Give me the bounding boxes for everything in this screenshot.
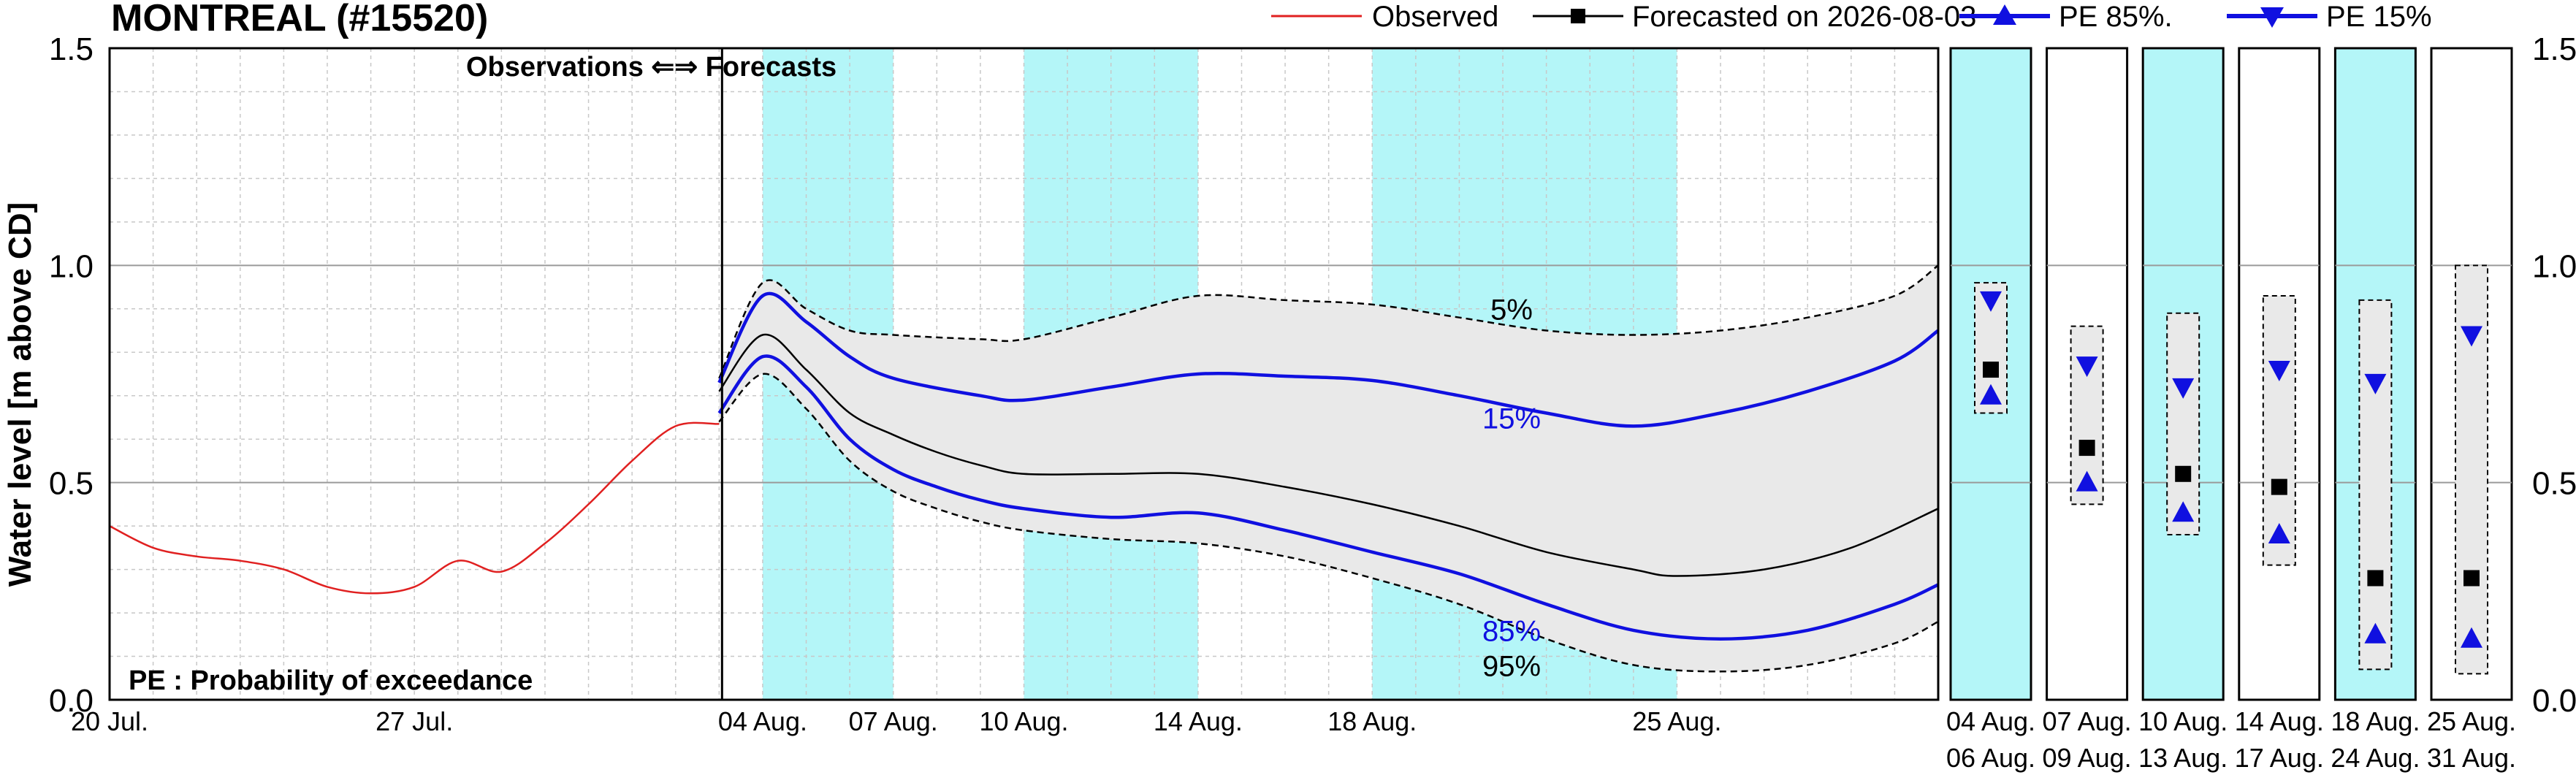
- legend-pe15-marker: [2260, 7, 2284, 28]
- chart-title: MONTREAL (#15520): [111, 0, 488, 39]
- weekly-panel-label-bottom: 17 Aug.: [2235, 743, 2324, 773]
- label-15pct: 15%: [1482, 402, 1541, 435]
- weekly-panel: [2141, 47, 2225, 701]
- weekly-pe85-marker: [2076, 470, 2098, 492]
- pe-note: PE : Probability of exceedance: [129, 665, 533, 696]
- weekly-panel-frame: [2430, 47, 2513, 701]
- weekly-panel-label-bottom: 06 Aug.: [1946, 743, 2035, 773]
- weekly-pe85-marker: [1980, 383, 2002, 405]
- y-tick-label: 1.0: [49, 248, 94, 284]
- x-tick-label: 25 Aug.: [1632, 706, 1721, 736]
- y-tick-label: 0.0: [49, 683, 94, 719]
- y-axis-label: Water level [m above CD]: [2, 202, 38, 587]
- legend-pe15-label: PE 15%: [2326, 1, 2432, 33]
- weekly-panel-label-bottom: 13 Aug.: [2138, 743, 2228, 773]
- x-tick-label: 14 Aug.: [1154, 706, 1243, 736]
- x-tick-label: 07 Aug.: [849, 706, 938, 736]
- series-line-95pct: [718, 373, 1939, 673]
- weekly-panel-frame: [2141, 47, 2225, 701]
- weekly-panel-label-top: 07 Aug.: [2043, 706, 2132, 736]
- plot-frame: [108, 47, 1940, 701]
- weekly-panel-label-top: 04 Aug.: [1946, 706, 2035, 736]
- weekly-forecast-marker: [2175, 465, 2192, 482]
- y-tick-label-right: 0.0: [2532, 683, 2576, 719]
- legend: Observed Forecasted on 2026-08-03 PE 85%…: [1271, 1, 2432, 33]
- weekly-panel-label-bottom: 24 Aug.: [2331, 743, 2420, 773]
- weekly-panel: [2430, 47, 2513, 701]
- weekly-panel-label-bottom: 09 Aug.: [2043, 743, 2132, 773]
- series-line-5pct: [718, 264, 1939, 379]
- label-95pct: 95%: [1482, 650, 1541, 682]
- weekly-panel-band: [2262, 294, 2296, 566]
- y-tick-label-right: 0.5: [2532, 466, 2576, 502]
- weekly-pe15-marker: [1980, 291, 2002, 312]
- weekly-panel-frame: [1949, 47, 2032, 701]
- y-tick-label-right: 1.5: [2532, 31, 2576, 67]
- weekly-pe15-marker: [2461, 326, 2482, 347]
- legend-forecast-label: Forecasted on 2026-08-03: [1632, 1, 1976, 33]
- weekly-panel: [2238, 47, 2321, 701]
- weekly-pe85-marker: [2461, 627, 2482, 648]
- plot-layer: [108, 47, 1940, 701]
- legend-pe85-marker: [1993, 4, 2016, 25]
- weekly-forecast-marker: [2463, 570, 2480, 587]
- weekly-forecast-marker: [2271, 478, 2287, 495]
- weekly-panel-label-top: 25 Aug.: [2427, 706, 2516, 736]
- weekly-pe15-marker: [2172, 378, 2195, 399]
- y-tick-label: 0.5: [49, 466, 94, 502]
- label-5pct: 5%: [1490, 294, 1533, 327]
- weekly-pe15-marker: [2268, 361, 2290, 382]
- weekly-panel-label-top: 14 Aug.: [2235, 706, 2324, 736]
- weekly-panel-label-top: 10 Aug.: [2138, 706, 2228, 736]
- y-tick-label-right: 1.0: [2532, 248, 2576, 284]
- weekly-panel-frame: [2238, 47, 2321, 701]
- y-tick-label: 1.5: [49, 31, 94, 67]
- weekly-panel-label-bottom: 31 Aug.: [2427, 743, 2516, 773]
- x-tick-label: 20 Jul.: [71, 706, 148, 736]
- x-tick-label: 10 Aug.: [979, 706, 1068, 736]
- weekly-panel-frame: [2046, 47, 2129, 701]
- legend-observed-label: Observed: [1372, 1, 1498, 33]
- series-line-pe85: [717, 354, 1939, 641]
- weekly-forecast-marker: [2078, 440, 2095, 457]
- weekly-panel: [1949, 47, 2032, 701]
- weekly-panels: [1949, 47, 2513, 701]
- weekly-panel-band: [2358, 299, 2393, 671]
- weekly-pe85-marker: [2172, 501, 2195, 522]
- label-85pct: 85%: [1482, 616, 1541, 648]
- weekly-panel-band: [2455, 264, 2488, 675]
- series-line-pe15: [717, 291, 1940, 428]
- legend-forecast-marker: [1571, 9, 1585, 23]
- weekly-panel-label-top: 18 Aug.: [2331, 706, 2420, 736]
- weekly-forecast-marker: [1983, 362, 1999, 378]
- weekly-pe85-marker: [2364, 622, 2387, 644]
- weekly-forecast-marker: [2367, 570, 2384, 587]
- weekly-pe15-marker: [2364, 373, 2387, 394]
- weekly-panel-band: [2166, 312, 2200, 536]
- x-tick-label: 18 Aug.: [1327, 706, 1417, 736]
- obs-forecast-annotation: Observations ⇐⇒ Forecasts: [466, 52, 837, 83]
- weekly-pe15-marker: [2076, 356, 2098, 378]
- x-tick-label: 27 Jul.: [376, 706, 453, 736]
- legend-pe85-label: PE 85%.: [2059, 1, 2173, 33]
- weekly-pe85-marker: [2268, 523, 2290, 544]
- x-tick-label: 04 Aug.: [718, 706, 807, 736]
- weekly-panel: [2046, 47, 2129, 701]
- series-line-forecast: [718, 333, 1939, 577]
- series-line-observed: [109, 421, 720, 595]
- weekly-panel-frame: [2333, 47, 2417, 701]
- weekly-panel: [2333, 47, 2417, 701]
